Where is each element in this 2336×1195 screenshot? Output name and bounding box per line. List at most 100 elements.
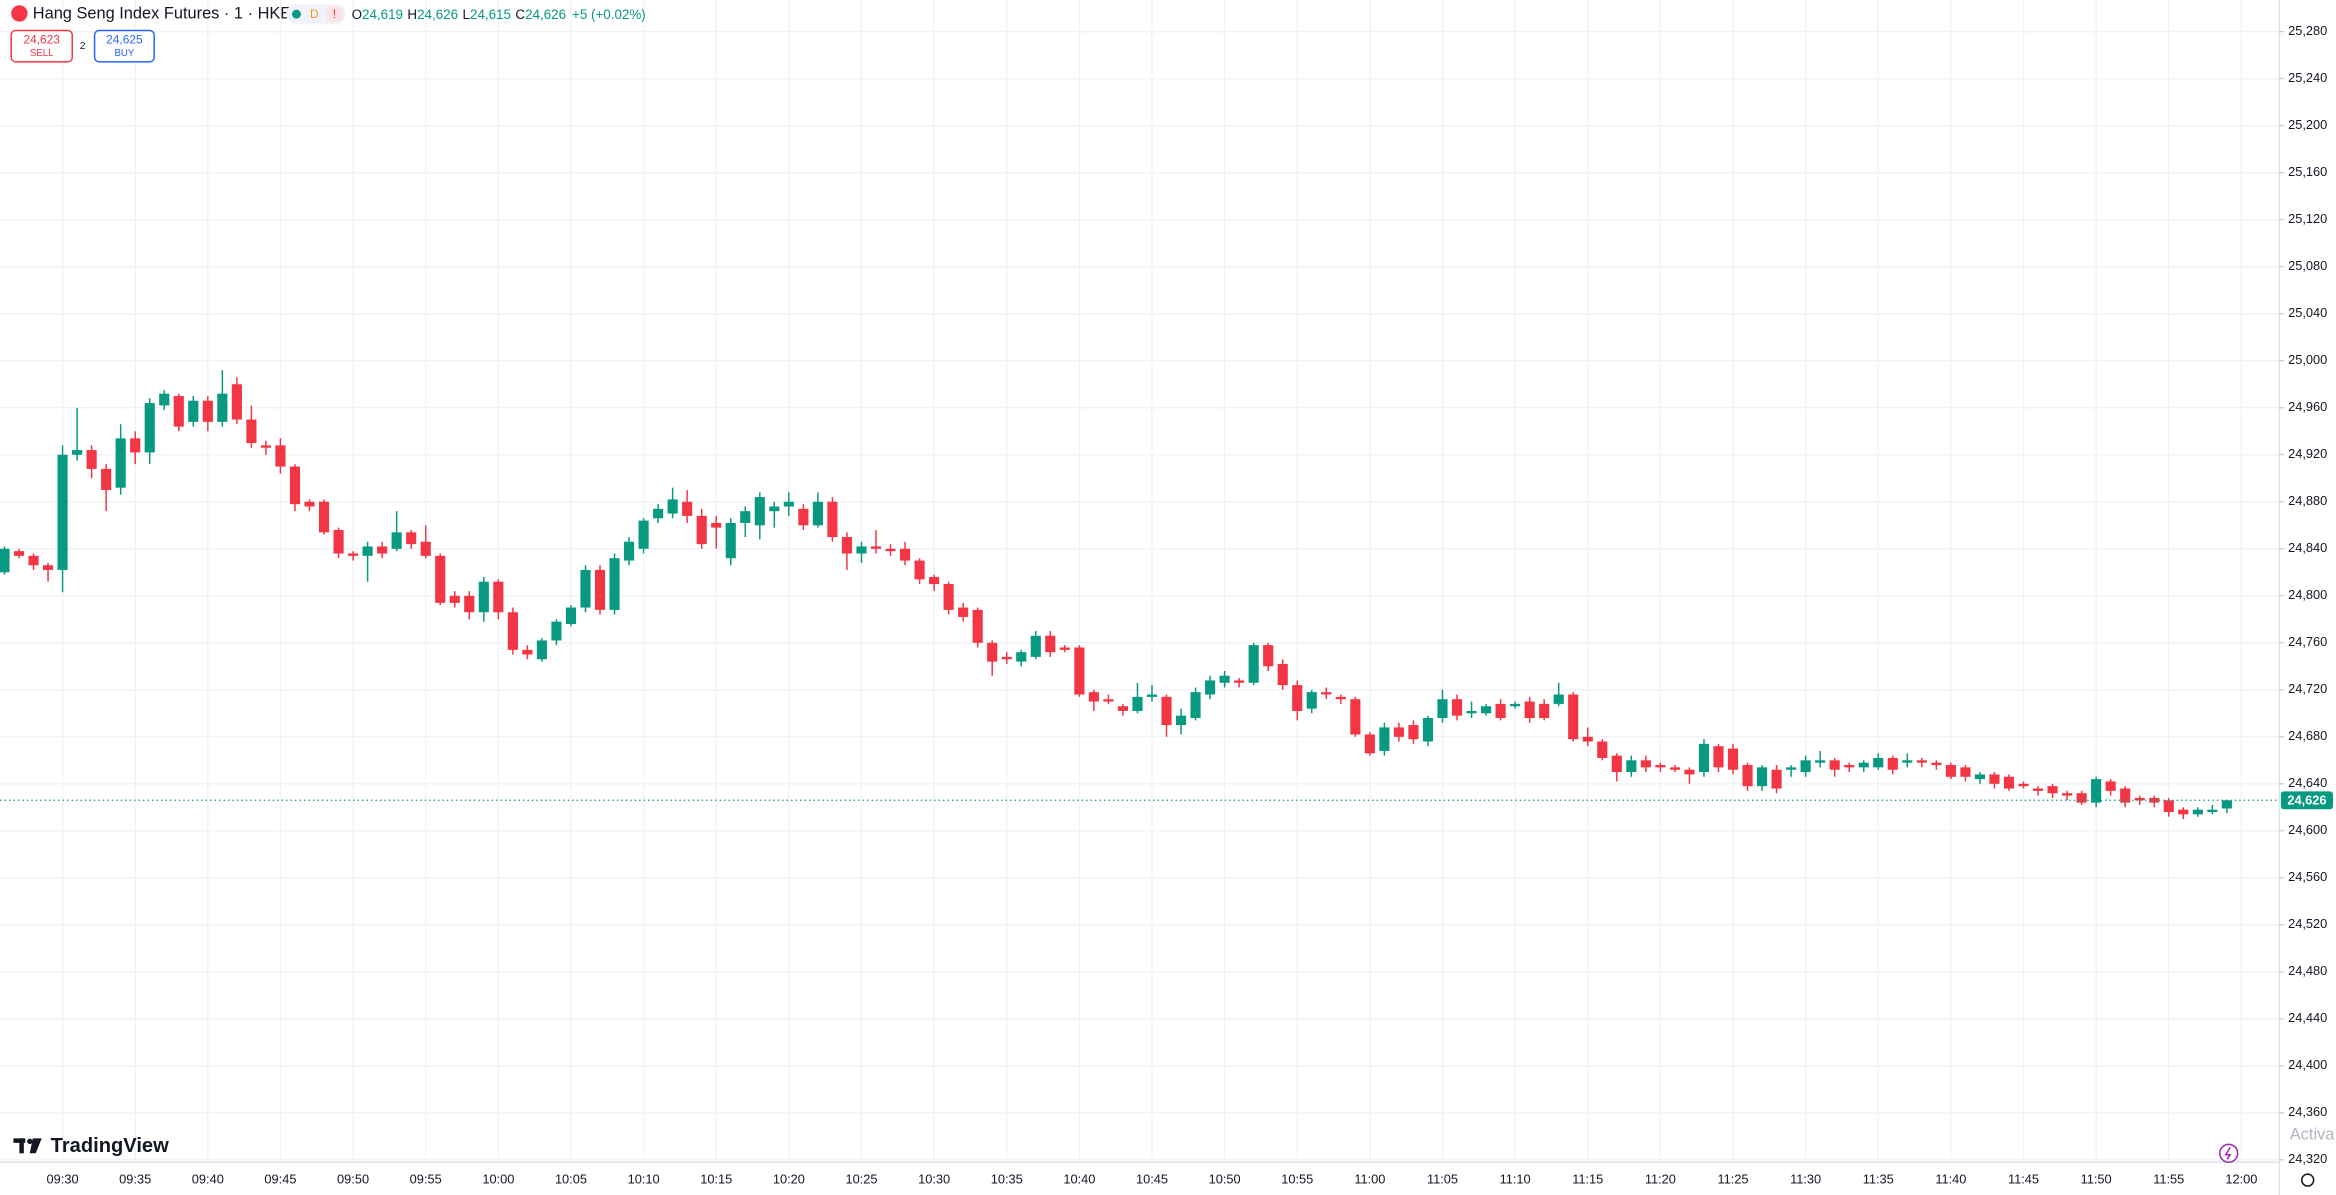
alert-badge-bg — [326, 5, 343, 23]
candle-body — [827, 501, 838, 538]
candle-body — [1800, 760, 1811, 773]
candle-body — [1815, 760, 1826, 763]
candle-body — [2003, 776, 2015, 789]
candle-body — [2221, 800, 2232, 809]
c-label: C — [515, 6, 525, 21]
candle-body — [1887, 757, 1898, 770]
candle-body — [740, 511, 751, 523]
y-tick-label: 24,440 — [2288, 1010, 2327, 1025]
candle-body — [1451, 699, 1463, 716]
candle-body — [1626, 760, 1637, 773]
badge-alert[interactable]: ! — [333, 7, 336, 21]
candle-body — [1045, 635, 1056, 653]
x-tick-label: 10:10 — [628, 1171, 660, 1186]
x-tick-label: 11:15 — [1572, 1171, 1603, 1186]
candle-body — [1553, 694, 1564, 704]
x-tick-label: 10:00 — [482, 1171, 514, 1186]
x-tick-label: 09:40 — [192, 1171, 224, 1186]
candle-body — [202, 400, 213, 422]
x-tick-label: 11:20 — [1645, 1171, 1676, 1186]
x-tick-label: 11:05 — [1427, 1171, 1458, 1186]
candle-body — [1146, 694, 1158, 697]
badge-d[interactable]: D — [310, 7, 319, 21]
o-label: O — [352, 6, 362, 21]
candle-body — [1916, 760, 1927, 763]
buy-button[interactable] — [93, 29, 155, 63]
candle-body — [885, 548, 896, 552]
candle-body — [565, 607, 577, 625]
x-tick-label: 11:45 — [2008, 1171, 2039, 1186]
candle-body — [362, 546, 373, 556]
candle-body — [1190, 692, 1201, 719]
candle-body — [57, 454, 68, 570]
settings-button[interactable] — [2300, 1173, 2315, 1187]
y-tick-label: 25,240 — [2288, 70, 2327, 85]
candle-body — [1510, 703, 1521, 707]
candle-body — [1568, 694, 1579, 740]
candle-body — [2018, 783, 2029, 787]
x-tick-label: 11:00 — [1354, 1171, 1385, 1186]
lightning-button[interactable] — [2219, 1143, 2239, 1163]
candle-body — [1597, 741, 1608, 758]
sell-button[interactable] — [10, 29, 73, 63]
h-value: 24,626 — [417, 6, 458, 21]
x-tick-label: 10:05 — [555, 1171, 587, 1186]
candle-body — [173, 396, 184, 427]
candle-body — [2047, 786, 2058, 794]
candle-body — [522, 649, 533, 655]
candle-body — [2105, 781, 2116, 791]
x-tick-label: 09:30 — [47, 1171, 79, 1186]
candle-body — [725, 522, 736, 559]
candle-body — [1727, 748, 1739, 770]
axes: 24,320 24,360 24,400 24,440 24,480 24,520 24,5… — [47, 23, 2334, 1186]
candle-body — [624, 541, 635, 561]
candle-body — [609, 558, 620, 610]
candle-body — [1219, 675, 1230, 683]
sell-label: SELL — [30, 48, 54, 59]
candle-body — [464, 595, 475, 613]
x-tick-label: 11:55 — [2153, 1171, 2184, 1186]
last-price-box — [2280, 791, 2334, 810]
candle-body — [1524, 701, 1535, 719]
candle-body — [1466, 710, 1477, 714]
candle-body — [1234, 680, 1245, 683]
candle-body — [943, 584, 954, 610]
x-tick-label: 10:40 — [1063, 1171, 1095, 1186]
logo-text[interactable]: TradingView — [51, 1135, 169, 1157]
candle-body — [972, 609, 983, 643]
candle-body — [1989, 774, 2000, 784]
l-value: 24,615 — [470, 6, 511, 21]
candle-body — [812, 501, 823, 526]
candle-body — [1277, 663, 1288, 686]
candle-body — [1001, 656, 1012, 660]
candle-body — [377, 546, 388, 554]
candle-body — [406, 532, 417, 545]
x-tick-label: 11:35 — [1863, 1171, 1894, 1186]
candle-body — [1742, 765, 1753, 787]
y-tick-label: 25,040 — [2288, 305, 2327, 320]
change: +5 (+0.02%) — [572, 6, 646, 21]
candle-body — [72, 450, 83, 455]
candle-body — [275, 445, 286, 467]
candle-body — [391, 532, 402, 549]
y-tick-label: 24,560 — [2288, 869, 2327, 884]
candle-body — [536, 640, 547, 660]
candle-body — [42, 565, 54, 570]
candle-body — [1335, 696, 1346, 700]
candle-body — [1408, 725, 1419, 740]
x-tick-label: 10:25 — [845, 1171, 877, 1186]
candle-body — [580, 569, 591, 608]
exchange-icon — [11, 5, 28, 22]
buy-price: 24,625 — [106, 32, 143, 46]
y-tick-label: 24,640 — [2288, 775, 2327, 790]
candle-body — [260, 445, 271, 448]
x-tick-label: 10:50 — [1209, 1171, 1241, 1186]
candle-body — [929, 576, 940, 585]
logo-icon — [13, 1138, 42, 1154]
y-tick-label: 25,200 — [2288, 117, 2327, 132]
candles — [0, 370, 2280, 820]
symbol-title[interactable]: Hang Seng Index Futures · 1 · HKEX — [33, 4, 302, 22]
candle-body — [507, 612, 518, 650]
